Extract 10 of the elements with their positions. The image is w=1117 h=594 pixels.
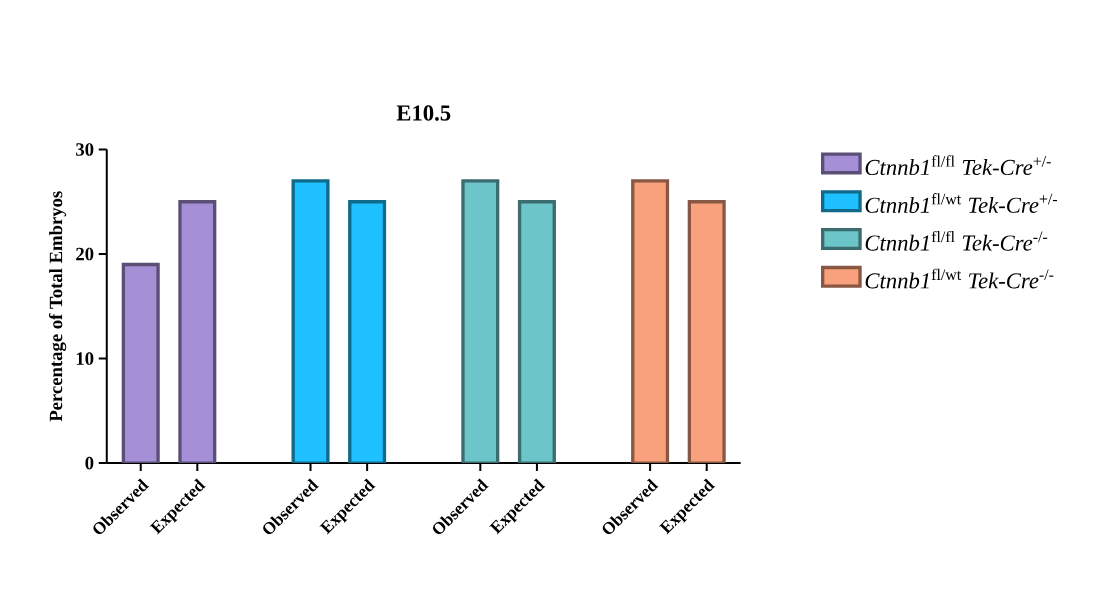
legend-label: Ctnnb1$^{fl/wt}$ Tek-Cre$^{-/-}$ [865, 268, 1054, 289]
legend-label: Ctnnb1$^{fl/fl}$ Tek-Cre$^{+/-}$ [865, 155, 1051, 176]
y-tick-label: 0 [85, 456, 94, 470]
y-tick-label: 20 [76, 247, 94, 261]
chart-title: E10.5 [396, 105, 451, 121]
legend-label: Ctnnb1$^{fl/fl}$ Tek-Cre$^{-/-}$ [865, 230, 1048, 251]
legend-label: Ctnnb1$^{fl/wt}$ Tek-Cre$^{+/-}$ [865, 193, 1058, 213]
y-axis-title: Percentage of Total Embryos [48, 191, 67, 422]
y-tick-label: 30 [76, 143, 94, 156]
y-tick-label: 10 [76, 352, 94, 365]
